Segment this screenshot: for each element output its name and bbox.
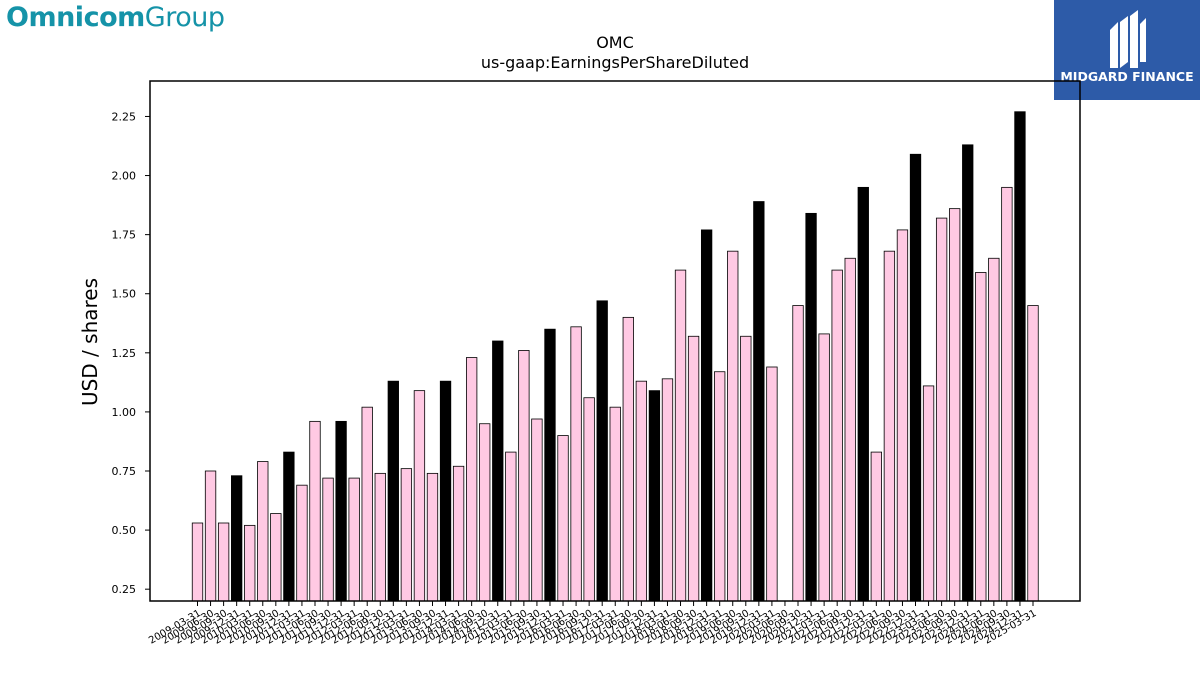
bar-2024-09-30 [1001, 186, 1013, 602]
bar-2013-03-31 [400, 468, 413, 602]
y-ticks-group: 0.25 0.50 0.75 1.00 1.25 1.50 1.75 2.00 2.25 [112, 110, 150, 596]
bar-2015-09-30 [531, 418, 543, 602]
bar-2011-03-31 [296, 484, 308, 602]
bar-2013-09-30 [426, 472, 439, 602]
bar-2013-12-31 [439, 380, 452, 602]
bar-2019-09-30 [740, 335, 752, 602]
bar-2018-12-31 [700, 229, 713, 602]
bar-2018-06-30 [674, 269, 687, 602]
x-ticks-group: 2009-03-312009-06-302009-09-302009-12-31… [147, 601, 1039, 647]
bar-2024-03-31 [975, 272, 987, 602]
bar-2020-12-31 [805, 212, 817, 602]
midgard-finance-text: MIDGARD FINANCE [1060, 69, 1194, 84]
bars-group [191, 111, 1039, 602]
bar-2016-06-30 [570, 326, 582, 602]
bar-2023-03-31 [922, 385, 935, 602]
midgard-finance-logo: MIDGARD FINANCE [1054, 0, 1200, 100]
y-tick-label: 0.25 [112, 583, 137, 596]
bar-2015-06-30 [518, 350, 530, 602]
bar-2021-12-31 [857, 186, 869, 602]
bar-2024-12-31 [1014, 111, 1026, 602]
bar-2010-12-31 [283, 451, 295, 602]
bar-2017-12-31 [648, 390, 661, 602]
y-tick-label: 1.50 [112, 288, 137, 301]
bar-2016-12-31 [596, 300, 608, 602]
bar-2017-09-30 [635, 380, 648, 602]
omnicom-group-logo: OmnicomGroup [6, 2, 225, 33]
y-tick-label: 1.75 [112, 229, 137, 242]
bar-2009-06-30 [204, 470, 217, 602]
bar-2022-09-30 [896, 229, 909, 602]
midgard-finance-mark-icon [1110, 10, 1146, 68]
bar-2010-03-31 [244, 524, 256, 602]
bar-2017-06-30 [622, 316, 634, 602]
bar-2021-06-30 [831, 269, 843, 602]
plot-frame [149, 80, 1081, 602]
bar-2016-09-30 [583, 397, 595, 602]
y-tick-label: 0.75 [112, 465, 137, 478]
bar-2012-09-30 [374, 472, 386, 602]
chart-title: OMC [596, 33, 634, 52]
bar-2019-12-31 [753, 201, 765, 602]
logo-group-text: Group [144, 2, 225, 33]
bar-2024-06-30 [988, 257, 1000, 602]
bar-2011-12-31 [335, 420, 347, 602]
bar-2010-06-30 [257, 461, 269, 602]
bar-2009-12-31 [231, 475, 243, 602]
bar-2014-03-31 [452, 465, 465, 602]
bar-2021-03-31 [818, 333, 830, 602]
bar-2011-09-30 [322, 477, 334, 602]
bar-2023-12-31 [962, 144, 974, 602]
y-tick-label: 1.25 [112, 347, 137, 360]
bar-2017-03-31 [609, 406, 621, 602]
y-tick-label: 2.25 [112, 110, 137, 123]
bar-2012-03-31 [348, 477, 360, 602]
bar-2022-12-31 [909, 153, 922, 602]
bar-2012-06-30 [361, 406, 373, 602]
bar-2023-09-30 [949, 208, 961, 602]
bar-2021-09-30 [844, 257, 856, 602]
bar-2015-03-31 [505, 451, 517, 602]
bar-2012-12-31 [387, 380, 399, 602]
y-tick-label: 0.50 [112, 524, 137, 537]
y-axis-label: USD / shares [78, 278, 102, 406]
bar-2014-12-31 [492, 340, 504, 602]
y-tick-label: 1.00 [112, 406, 137, 419]
bar-2020-09-30 [792, 305, 804, 602]
logo-omnicom-text: Omnicom [6, 2, 145, 33]
chart-subtitle: us-gaap:EarningsPerShareDiluted [481, 53, 749, 72]
bar-2018-03-31 [661, 378, 674, 602]
y-tick-label: 2.00 [112, 170, 137, 183]
bar-2018-09-30 [687, 335, 700, 602]
bar-2020-03-31 [766, 366, 778, 602]
bar-2025-03-31 [1027, 305, 1039, 602]
bar-2014-09-30 [479, 423, 491, 602]
bar-2015-12-31 [544, 328, 556, 602]
bar-2023-06-30 [935, 217, 948, 602]
bar-2011-06-30 [309, 420, 321, 602]
bar-2022-03-31 [870, 451, 882, 602]
bar-2014-06-30 [465, 357, 478, 602]
bar-2022-06-30 [883, 250, 896, 602]
bar-2013-06-30 [413, 390, 426, 602]
bar-2010-09-30 [270, 513, 282, 602]
bar-2019-03-31 [714, 371, 726, 602]
bar-2019-06-30 [727, 250, 739, 602]
bar-2009-09-30 [217, 522, 230, 602]
bar-2016-03-31 [557, 435, 569, 602]
bar-2009-03-31 [191, 522, 204, 602]
